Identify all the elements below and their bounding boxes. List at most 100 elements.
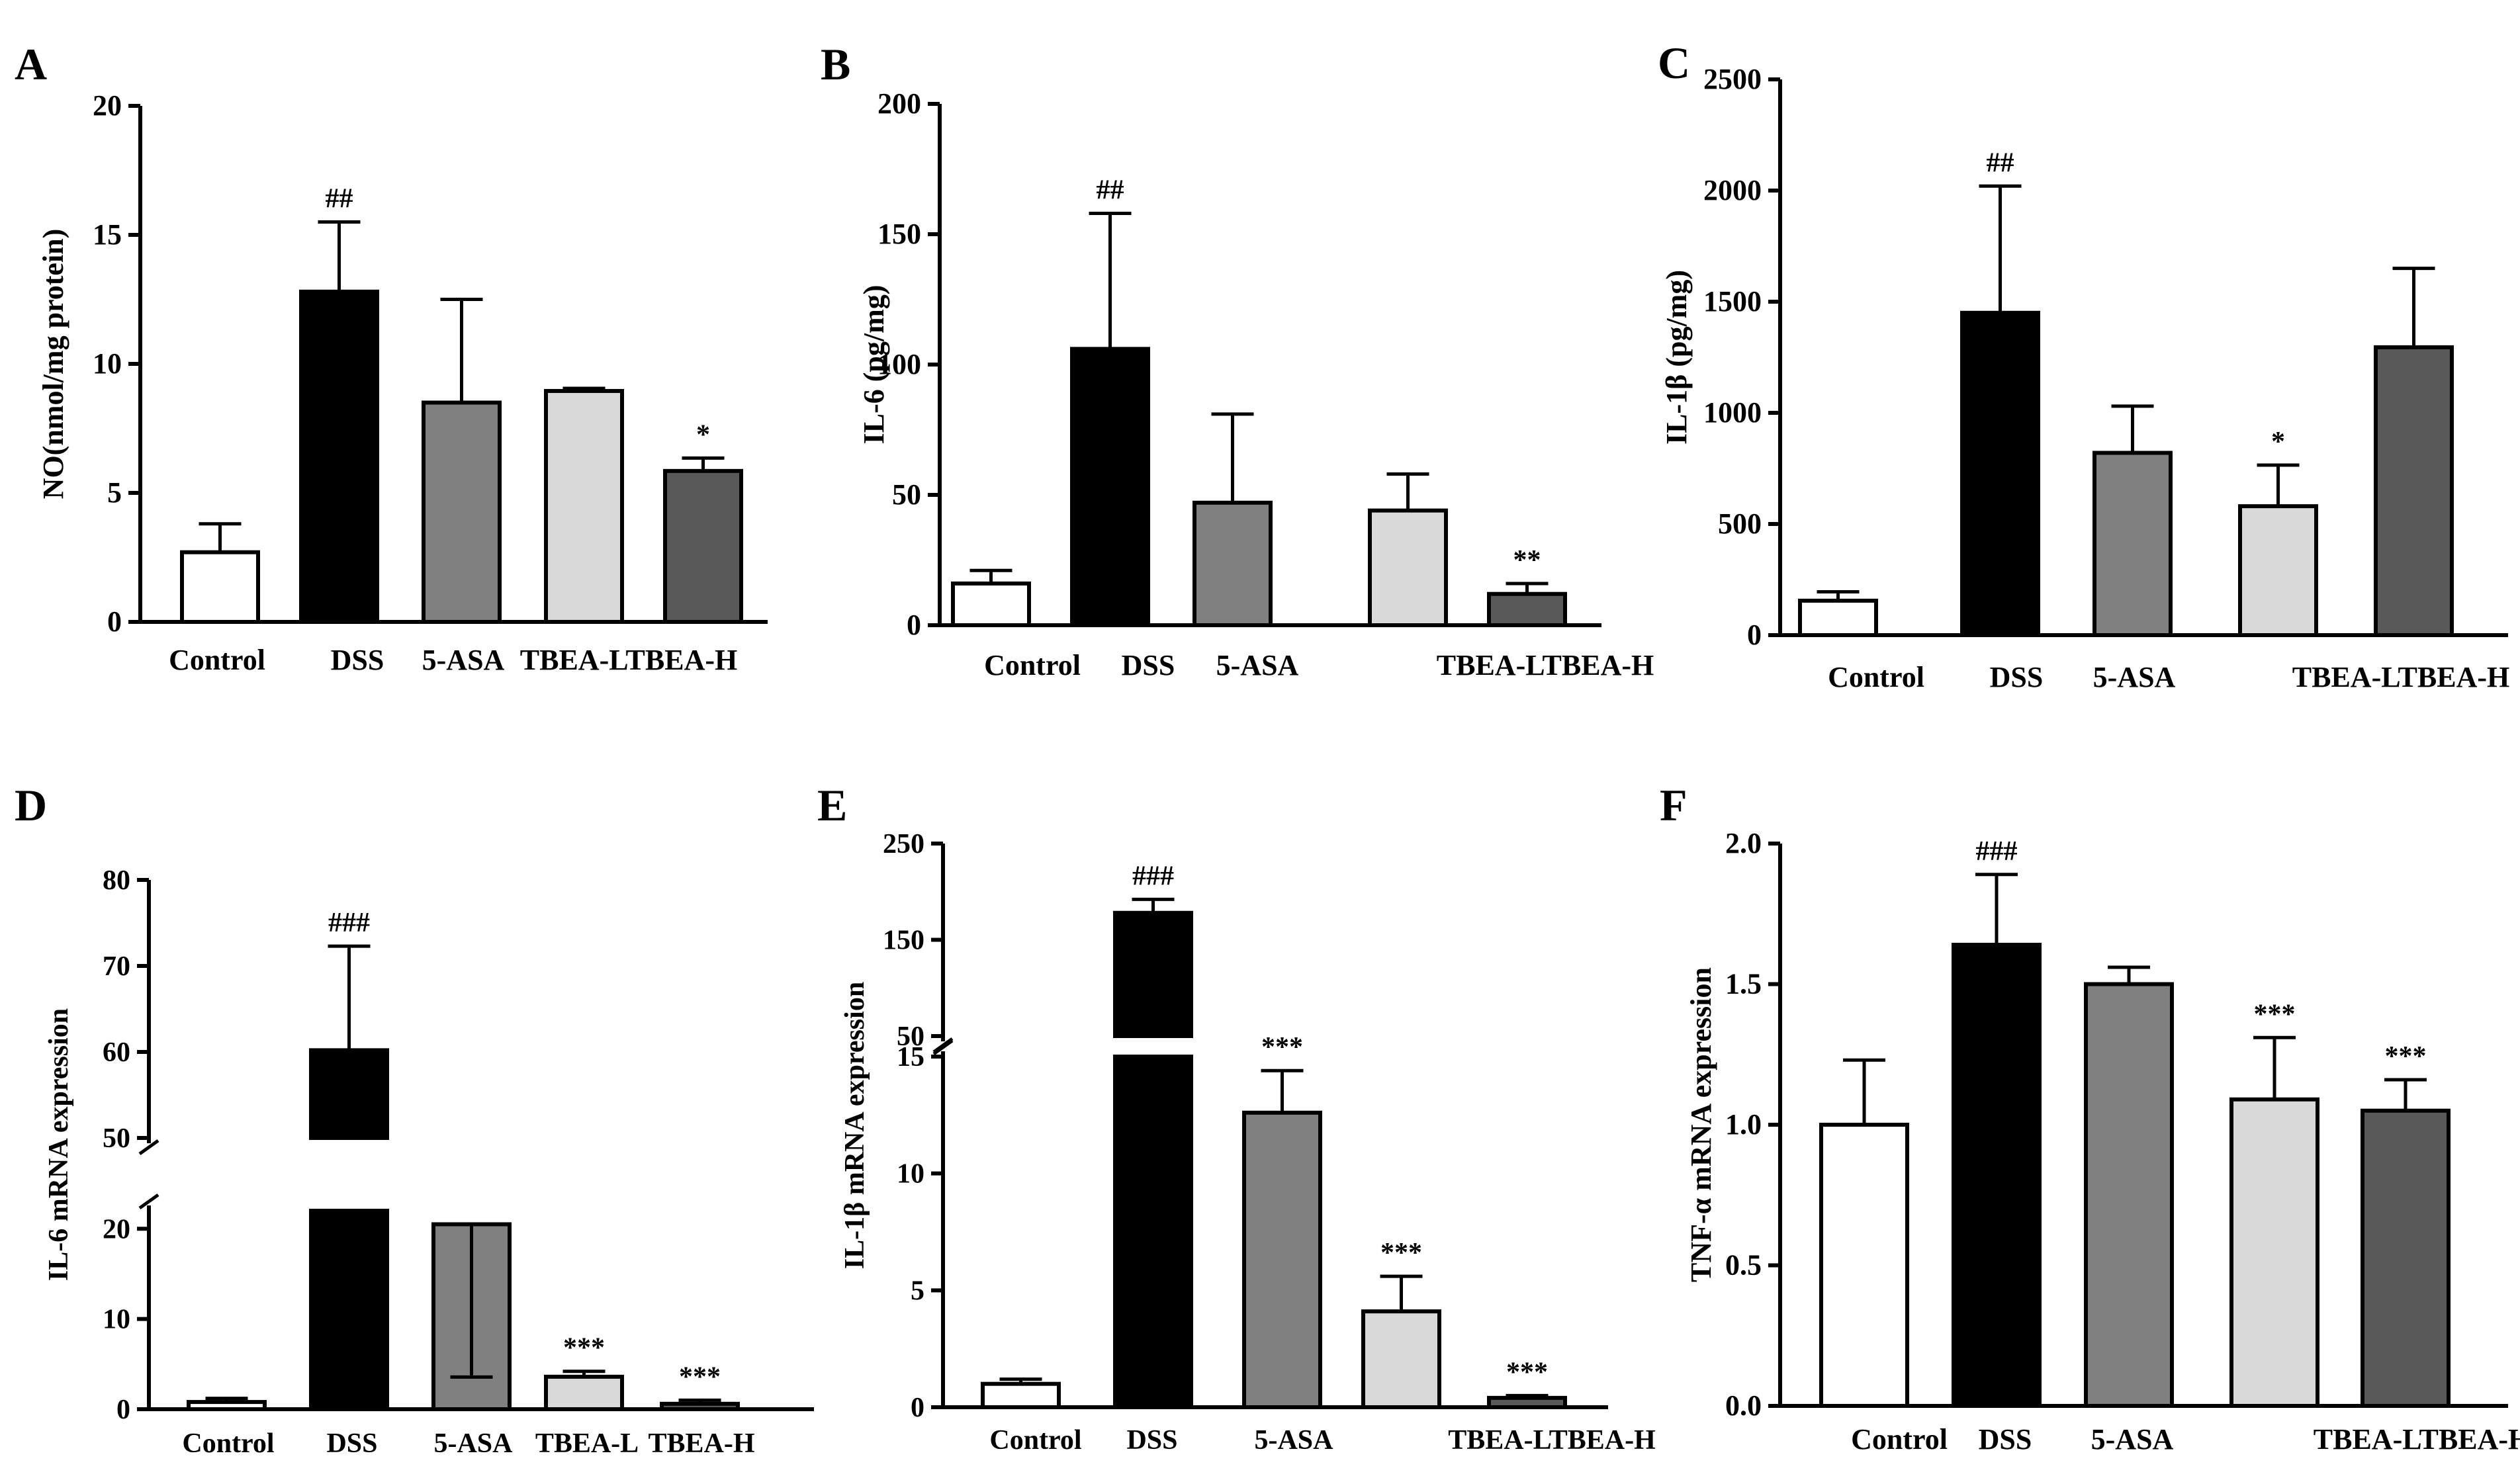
x-tick-label: Control <box>182 1428 274 1459</box>
y-tick-label: 0.5 <box>1725 1249 1762 1282</box>
y-tick-label: 70 <box>103 951 130 982</box>
bar <box>2374 345 2454 637</box>
y-tick-label: 50 <box>892 478 921 511</box>
axis-break-mark <box>138 1193 159 1210</box>
bar <box>1113 910 1193 1039</box>
bar <box>1368 508 1448 628</box>
y-tick-label: 1000 <box>1703 396 1762 429</box>
panel-d: D 0 10 20 50 60 70 80 IL-6 mRNA expression ### ***… <box>15 780 814 1459</box>
y-tick-label: 0.0 <box>1725 1389 1762 1422</box>
x-tick-label: Control <box>989 1425 1081 1456</box>
y-tick-label: 20 <box>103 1214 130 1244</box>
x-tick-label: DSS <box>1979 1423 2032 1456</box>
significance-label: ## <box>1987 148 2014 178</box>
y-axis-title: TNF-α mRNA expression <box>1685 967 1717 1282</box>
bar <box>422 400 502 624</box>
x-tick-label: TBEA-LTBEA-H <box>2314 1423 2520 1456</box>
bar <box>951 581 1031 628</box>
significance-label: *** <box>1506 1357 1548 1387</box>
panel-letter: D <box>15 780 47 830</box>
panel-letter: F <box>1660 780 1688 830</box>
bar <box>1960 310 2040 637</box>
bar <box>299 289 379 624</box>
bar <box>660 1401 740 1411</box>
x-tick-label: Control <box>1851 1423 1948 1456</box>
panel-c: C 0 500 1000 1500 2000 2500 IL-1β (pg/mg) ## * Con… <box>1658 38 2509 693</box>
y-axis-title: NO(nmol/mg protein) <box>37 229 69 500</box>
y-tick-label: 15 <box>93 218 122 251</box>
bar <box>2238 504 2318 637</box>
significance-label: ### <box>328 908 370 938</box>
panel-letter: E <box>817 780 847 830</box>
x-tick-label: 5-ASA <box>422 644 505 676</box>
x-tick-label: DSS <box>331 644 384 676</box>
y-tick-label: 50 <box>103 1123 130 1154</box>
panel-letter: C <box>1658 38 1690 88</box>
bar <box>1487 591 1567 627</box>
significance-label: *** <box>1380 1238 1422 1268</box>
y-tick-label: 5 <box>911 1276 924 1306</box>
panel-b: B 0 50 100 150 200 IL-6 (pg/mg) ## ** Control DSS 5… <box>821 39 1654 681</box>
x-tick-label: Control <box>169 644 265 676</box>
y-tick-label: 150 <box>878 218 921 250</box>
y-tick-label: 200 <box>878 87 921 120</box>
bar <box>1361 1309 1441 1409</box>
y-axis-title: IL-6 mRNA expression <box>44 1008 74 1281</box>
y-tick-label: 1.5 <box>1725 968 1762 1000</box>
y-tick-label: 250 <box>883 829 924 859</box>
significance-label: ** <box>1513 545 1541 576</box>
y-tick-label: 0 <box>116 1395 130 1425</box>
x-tick-label: DSS <box>326 1428 377 1459</box>
y-tick-label: 2500 <box>1703 63 1762 95</box>
x-tick-label: Control <box>984 649 1081 681</box>
bar <box>2361 1108 2451 1408</box>
y-axis-title: IL-1β (pg/mg) <box>1660 270 1693 445</box>
bar <box>663 468 743 624</box>
x-tick-label: 5-ASA <box>1216 649 1299 681</box>
y-tick-label: 10 <box>103 1305 130 1335</box>
bar <box>1192 500 1273 627</box>
panel-a: A 0 5 10 15 20 NO(nmol/mg protein) ## * Control DS… <box>15 39 768 676</box>
x-tick-label: DSS <box>1122 649 1175 681</box>
y-tick-label: 1500 <box>1703 285 1762 318</box>
significance-label: ## <box>1097 175 1124 205</box>
panel-letter: B <box>821 39 850 89</box>
panel-letter: A <box>15 39 47 89</box>
y-tick-label: 2000 <box>1703 174 1762 206</box>
y-axis-title: IL-1β mRNA expression <box>840 982 870 1269</box>
y-tick-label: 60 <box>103 1037 130 1068</box>
y-tick-label: 5 <box>107 476 122 509</box>
x-tick-label: DSS <box>1126 1425 1177 1456</box>
y-tick-label: 1.0 <box>1725 1108 1762 1141</box>
x-tick-label: DSS <box>1990 661 2044 693</box>
bar <box>2229 1097 2319 1408</box>
y-tick-label: 50 <box>897 1022 924 1052</box>
y-axis-title: IL-6 (pg/mg) <box>858 285 890 445</box>
x-tick-label: TBEA-LTBEA-H <box>1437 649 1654 681</box>
y-tick-label: 0 <box>907 609 921 641</box>
y-tick-label: 500 <box>1718 507 1762 540</box>
bar <box>187 1400 267 1411</box>
bar <box>544 388 624 624</box>
bar <box>1487 1395 1567 1410</box>
y-tick-label: 150 <box>883 926 924 956</box>
significance-label: *** <box>1261 1032 1303 1063</box>
bar <box>2084 982 2174 1408</box>
bar <box>309 1209 389 1411</box>
y-tick-label: 80 <box>103 865 130 896</box>
y-tick-label: 2.0 <box>1725 827 1762 859</box>
significance-label: * <box>696 419 710 450</box>
panel-f: F 0.0 0.5 1.0 1.5 2.0 TNF-α mRNA expression ###… <box>1660 780 2520 1456</box>
x-tick-label: TBEA-H <box>648 1428 754 1459</box>
significance-label: *** <box>2254 999 2296 1029</box>
x-tick-label: Control <box>1828 661 1924 693</box>
significance-label: * <box>2271 427 2285 457</box>
x-tick-label: 5-ASA <box>2093 661 2176 693</box>
bar <box>1070 347 1150 627</box>
significance-label: ## <box>326 184 353 214</box>
bar <box>1819 1123 1909 1408</box>
y-tick-label: 15 <box>897 1042 924 1072</box>
significance-label: ### <box>1132 861 1174 891</box>
